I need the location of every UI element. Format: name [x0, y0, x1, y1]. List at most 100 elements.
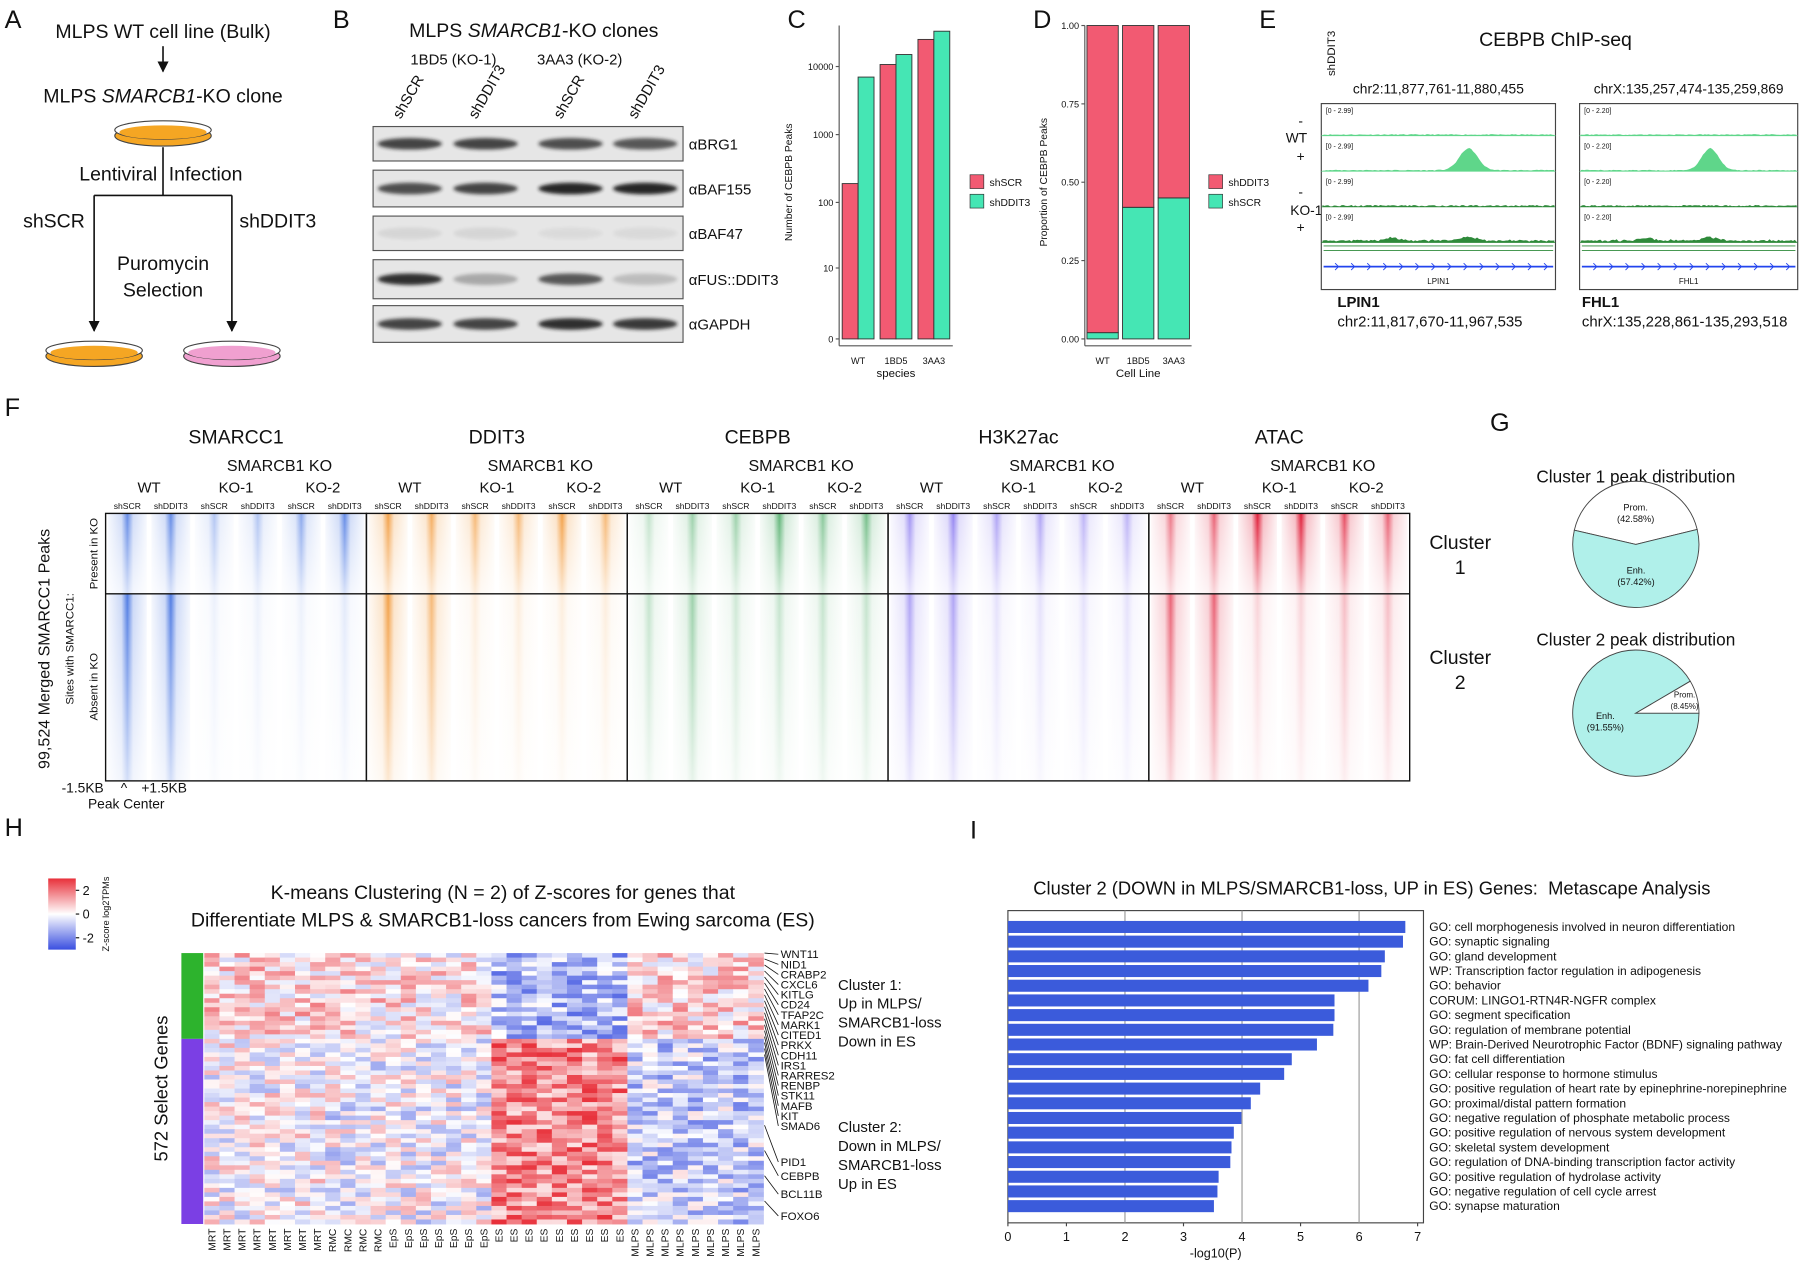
heatmap-cell	[566, 953, 583, 959]
heatmap-cell	[461, 1029, 477, 1035]
sample-label: ES	[555, 1228, 566, 1242]
heatmap-cell	[672, 998, 689, 1004]
heatmap-cell	[687, 971, 704, 977]
heatmap-cell	[430, 1084, 447, 1089]
gene-leader	[764, 952, 779, 955]
heatmap-cell	[521, 975, 538, 981]
heatmap-cell	[551, 993, 568, 999]
gene-coords: chr2:11,817,670-11,967,535	[1337, 313, 1522, 330]
heatmap-cell	[446, 975, 462, 981]
heatmap-cell	[491, 1007, 507, 1013]
heatmap-cell	[642, 1124, 659, 1130]
sample-label: EpS	[479, 1228, 490, 1248]
heatmap-cell	[400, 993, 417, 999]
heatmap-cell	[476, 1219, 492, 1225]
heatmap-cell	[204, 998, 220, 1004]
heatmap-cell	[627, 1038, 643, 1044]
heatmap-cell	[219, 1214, 236, 1220]
heatmap-cell	[294, 1174, 311, 1180]
heatmap-cell	[672, 971, 689, 977]
heatmap-cell	[461, 998, 477, 1004]
gene-label: CDH11	[781, 1050, 818, 1062]
heatmap-cell	[476, 1205, 492, 1211]
heatmap-cell	[461, 1201, 477, 1207]
heatmap-cell	[672, 1165, 689, 1171]
heatmap-cell	[551, 1111, 568, 1117]
heatmap-cell	[294, 1187, 311, 1193]
heatmap-cell	[385, 1097, 402, 1103]
heatmap-cell	[294, 1065, 311, 1071]
heatmap-cell	[385, 966, 402, 972]
heatmap-cell	[597, 1120, 613, 1126]
label: Infection	[169, 164, 243, 186]
heatmap-cell	[400, 1084, 417, 1089]
heatmap-cell	[612, 1025, 628, 1031]
heatmap-cell	[446, 980, 462, 986]
heatmap-fade	[1148, 513, 1410, 594]
heatmap-cell	[370, 966, 387, 972]
heatmap-cell	[279, 1038, 296, 1044]
heatmap-cell	[370, 1065, 387, 1071]
label: KO-1	[1262, 480, 1297, 497]
heatmap-cell	[234, 1196, 251, 1202]
heatmap-cell	[551, 1214, 568, 1220]
heatmap-cell	[325, 1138, 341, 1144]
sample-label: ES	[600, 1228, 611, 1242]
heatmap-cell	[702, 1016, 719, 1022]
heatmap-cell	[446, 1065, 462, 1071]
heatmap-cell	[702, 1111, 719, 1117]
heatmap-cell	[219, 1106, 236, 1112]
heatmap-cell	[597, 1147, 613, 1153]
heatmap-cell	[642, 1052, 659, 1058]
heatmap-cell	[219, 1020, 236, 1026]
heatmap-cell	[279, 1214, 296, 1220]
heatmap-cell	[461, 1111, 477, 1117]
heatmap-cell	[657, 1097, 674, 1103]
heatmap-cell	[627, 1093, 643, 1099]
heatmap-cell	[204, 1174, 220, 1180]
heatmap-cell	[612, 1029, 628, 1035]
heatmap-cell	[521, 971, 538, 977]
signal-track	[1322, 236, 1555, 243]
heatmap-cell	[687, 1124, 704, 1130]
heatmap-cell	[476, 1106, 492, 1112]
heatmap-cell	[234, 1011, 251, 1017]
heatmap-cell	[415, 1065, 432, 1071]
heatmap-cell	[491, 1061, 507, 1067]
heatmap-cell	[687, 1151, 704, 1157]
gene-label: CEBPB	[781, 1171, 820, 1183]
heatmap-cell	[249, 1178, 266, 1184]
gene-label: RARRES2	[781, 1070, 835, 1082]
heatmap-cell	[325, 1201, 341, 1207]
heatmap-cell	[325, 998, 341, 1004]
heatmap-cell	[718, 1147, 734, 1153]
heatmap-cell	[294, 1052, 311, 1058]
heatmap-cell	[430, 1201, 447, 1207]
heatmap-cell	[340, 1129, 356, 1135]
heatmap-cell	[461, 1205, 477, 1211]
heatmap-cell	[566, 1029, 583, 1035]
heatmap-cell	[294, 1056, 311, 1062]
bar	[841, 183, 859, 340]
band	[453, 182, 518, 195]
heatmap-cell	[430, 993, 447, 999]
heatmap-cell	[400, 1205, 417, 1211]
heatmap-cell	[506, 1088, 523, 1094]
heatmap-cell	[294, 1160, 311, 1166]
heatmap-cell	[446, 1133, 462, 1139]
heatmap-cell	[264, 1034, 281, 1040]
heatmap-cell	[476, 1133, 492, 1139]
heatmap-cell	[355, 1178, 371, 1184]
sample-label: MLPS	[646, 1228, 657, 1256]
heatmap-cell	[627, 1074, 643, 1080]
heatmap-cell	[687, 1002, 704, 1008]
heatmap-cell	[566, 1219, 583, 1225]
heatmap-cell	[415, 1097, 432, 1103]
label: Absent in KO	[89, 653, 101, 721]
heatmap-cell	[476, 1156, 492, 1162]
heatmap-cell	[385, 1084, 402, 1089]
cluster-label: Down in ES	[838, 1034, 916, 1051]
heatmap-cell	[430, 966, 447, 972]
heatmap-cell	[597, 1124, 613, 1130]
heatmap-cell	[355, 1165, 371, 1171]
